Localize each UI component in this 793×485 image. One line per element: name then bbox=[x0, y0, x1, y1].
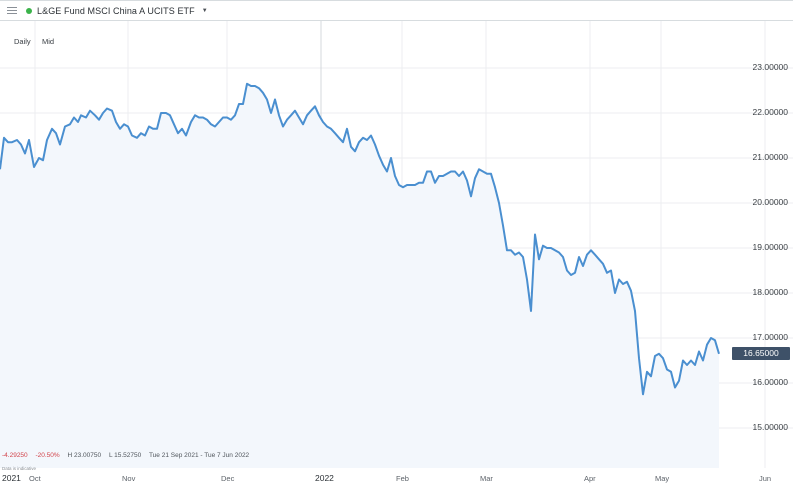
high-value: H 23.00750 bbox=[67, 452, 102, 459]
x-tick-label: Apr bbox=[584, 474, 596, 483]
x-tick-label: May bbox=[655, 474, 670, 483]
low-value: L 15.52750 bbox=[108, 452, 142, 459]
price-area-fill bbox=[0, 83, 719, 469]
y-tick-label: 20.00000 bbox=[752, 197, 788, 207]
y-tick-label: 23.00000 bbox=[752, 62, 788, 72]
change-percent: -20.50% bbox=[35, 452, 60, 459]
y-tick-label: 15.00000 bbox=[752, 422, 788, 432]
x-tick-label: 2022 bbox=[315, 473, 334, 483]
x-tick-label: Jun bbox=[759, 474, 772, 483]
x-tick-label: Oct bbox=[29, 474, 41, 483]
chart-header: L&GE Fund MSCI China A UCITS ETF ▼ bbox=[0, 0, 793, 21]
y-tick-label: 16.00000 bbox=[752, 377, 788, 387]
price-line[interactable] bbox=[0, 82, 720, 396]
price-chart[interactable] bbox=[0, 21, 793, 471]
y-tick-label: 21.00000 bbox=[752, 152, 788, 162]
caret-down-icon[interactable]: ▼ bbox=[201, 7, 208, 14]
y-tick-label: 17.00000 bbox=[752, 332, 788, 342]
x-tick-label: Feb bbox=[396, 474, 409, 483]
change-value: -4.29250 bbox=[2, 452, 28, 459]
x-tick-label: Nov bbox=[122, 474, 136, 483]
stats-bar: -4.29250 -20.50% H 23.00750 L 15.52750 T… bbox=[2, 452, 255, 459]
instrument-title[interactable]: L&GE Fund MSCI China A UCITS ETF bbox=[37, 5, 195, 16]
y-tick-label: 19.00000 bbox=[752, 242, 788, 252]
market-status-dot bbox=[26, 7, 32, 14]
y-tick-label: 22.00000 bbox=[752, 107, 788, 117]
x-tick-label: Mar bbox=[480, 474, 493, 483]
current-price-badge: 16.65000 bbox=[732, 347, 790, 360]
y-tick-label: 18.00000 bbox=[752, 287, 788, 297]
hamburger-menu-icon[interactable] bbox=[7, 5, 17, 16]
date-range: Tue 21 Sep 2021 - Tue 7 Jun 2022 bbox=[148, 452, 250, 459]
interval-selector[interactable]: Daily bbox=[14, 37, 31, 46]
disclaimer: Data is indicative bbox=[2, 466, 37, 471]
x-tick-label: 2021 bbox=[2, 473, 21, 483]
x-tick-label: Dec bbox=[221, 474, 235, 483]
price-type-selector[interactable]: Mid bbox=[42, 37, 55, 46]
